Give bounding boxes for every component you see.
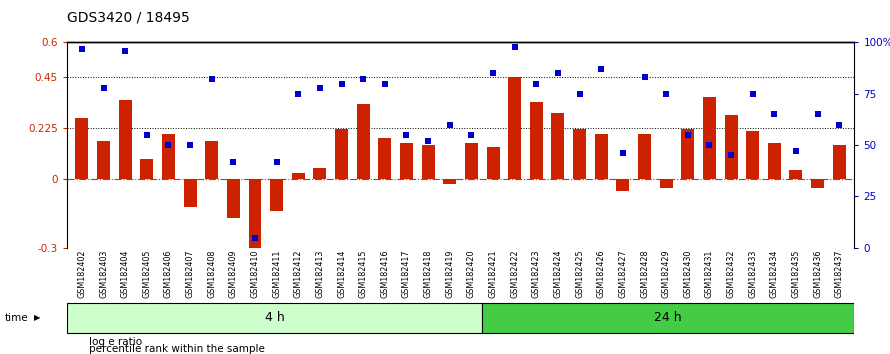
Bar	[768, 143, 781, 179]
Point	[746, 91, 760, 97]
Point	[595, 66, 609, 72]
Point	[291, 91, 305, 97]
Point	[811, 112, 825, 117]
Point	[356, 76, 370, 82]
Point	[767, 112, 781, 117]
Point	[335, 81, 349, 86]
Bar	[530, 102, 543, 179]
Bar	[357, 104, 369, 179]
Bar	[508, 77, 522, 179]
Point	[377, 81, 392, 86]
Point	[486, 70, 500, 76]
Point	[530, 81, 544, 86]
Bar	[595, 134, 608, 179]
Point	[702, 142, 716, 148]
Text: percentile rank within the sample: percentile rank within the sample	[89, 344, 265, 354]
Text: 24 h: 24 h	[654, 311, 682, 324]
Bar	[487, 147, 499, 179]
Point	[226, 159, 240, 164]
Bar	[271, 179, 283, 211]
Bar	[248, 179, 262, 250]
Point	[616, 150, 630, 156]
Point	[96, 85, 110, 91]
Bar	[482, 303, 854, 333]
Bar	[703, 97, 716, 179]
Point	[75, 46, 89, 51]
Point	[572, 91, 587, 97]
Point	[161, 142, 175, 148]
Bar	[97, 141, 110, 179]
Point	[659, 91, 673, 97]
Point	[465, 132, 479, 138]
Point	[421, 138, 435, 144]
Bar	[465, 143, 478, 179]
Bar	[659, 179, 673, 188]
Point	[681, 132, 695, 138]
Bar	[833, 145, 846, 179]
Text: 4 h: 4 h	[264, 311, 285, 324]
Bar	[313, 168, 327, 179]
Bar	[227, 179, 240, 218]
Bar	[681, 129, 694, 179]
Point	[205, 76, 219, 82]
Bar	[118, 99, 132, 179]
Bar	[746, 131, 759, 179]
Text: log e ratio: log e ratio	[89, 337, 142, 347]
Point	[724, 153, 738, 158]
Text: ▶: ▶	[34, 313, 40, 322]
Bar	[422, 145, 434, 179]
Bar	[617, 179, 629, 191]
Point	[248, 235, 263, 240]
Bar	[789, 170, 803, 179]
Bar	[335, 129, 348, 179]
Point	[507, 44, 522, 50]
Bar	[162, 134, 175, 179]
Bar	[76, 118, 88, 179]
Bar	[573, 129, 587, 179]
Point	[442, 122, 457, 127]
Point	[637, 75, 651, 80]
Point	[551, 70, 565, 76]
Point	[312, 85, 327, 91]
Bar	[724, 115, 738, 179]
Point	[140, 132, 154, 138]
Point	[400, 132, 414, 138]
Bar	[811, 179, 824, 188]
Bar	[552, 113, 564, 179]
Point	[270, 159, 284, 164]
Bar	[183, 179, 197, 207]
Point	[832, 122, 846, 127]
Bar	[292, 172, 304, 179]
Text: time: time	[4, 313, 28, 323]
Point	[789, 148, 803, 154]
Point	[183, 142, 198, 148]
Bar	[206, 141, 218, 179]
Bar	[638, 134, 651, 179]
Bar	[141, 159, 153, 179]
Bar	[67, 303, 482, 333]
Point	[118, 48, 133, 53]
Bar	[400, 143, 413, 179]
Bar	[378, 138, 392, 179]
Bar	[443, 179, 457, 184]
Text: GDS3420 / 18495: GDS3420 / 18495	[67, 11, 190, 25]
